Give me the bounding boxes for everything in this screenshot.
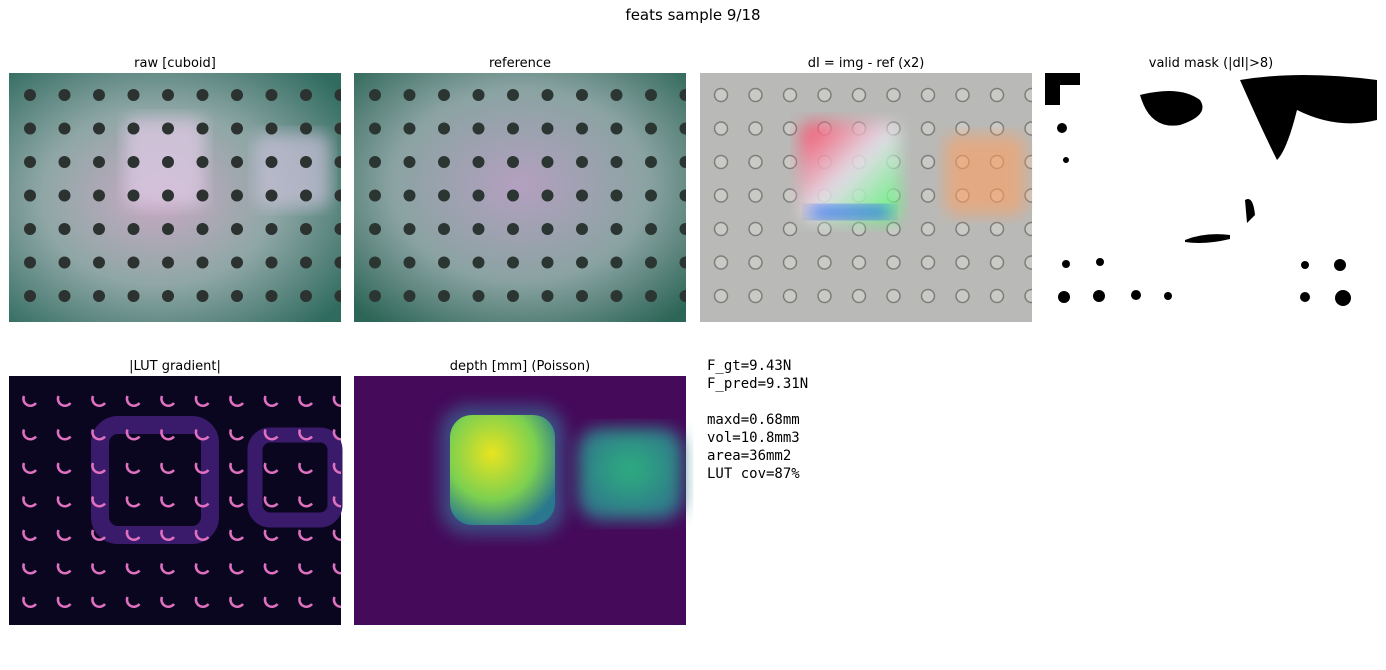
stats-line: area=36mm2	[707, 448, 791, 464]
panel-title: dI = img - ref (x2)	[808, 56, 925, 71]
stats-line: F_gt=9.43N	[707, 358, 791, 374]
panel-title: raw [cuboid]	[134, 56, 216, 71]
mask-blobs	[1045, 73, 1377, 306]
figure-title: feats sample 9/18	[625, 6, 760, 24]
panel-title: valid mask (|dI|>8)	[1149, 56, 1273, 71]
stats-line: maxd=0.68mm	[707, 412, 800, 428]
stats-line: LUT cov=87%	[707, 466, 800, 482]
panel-title: depth [mm] (Poisson)	[450, 359, 590, 374]
panel-title: |LUT gradient|	[129, 359, 221, 374]
stats-line: vol=10.8mm3	[707, 430, 800, 446]
panel-title: reference	[489, 56, 551, 71]
stats-line: F_pred=9.31N	[707, 376, 808, 392]
stats-text: F_gt=9.43N F_pred=9.31N maxd=0.68mm vol=10.…	[707, 358, 808, 482]
